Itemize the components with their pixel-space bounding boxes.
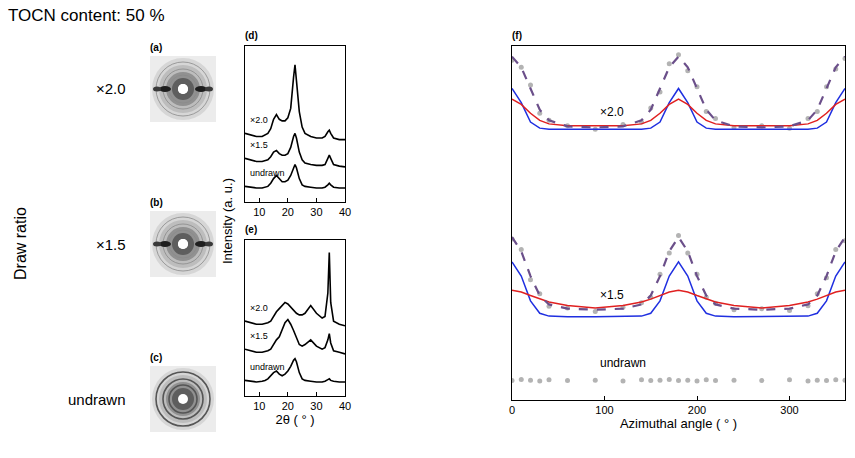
svg-text:40: 40 [339, 206, 351, 218]
svg-text:(b): (b) [150, 197, 163, 208]
svg-text:0: 0 [509, 404, 515, 416]
svg-text:(f): (f) [512, 30, 522, 41]
svg-text:200: 200 [688, 404, 706, 416]
svg-text:Intensity (a. u.): Intensity (a. u.) [220, 178, 235, 264]
svg-text:×2.0: ×2.0 [250, 303, 268, 313]
svg-text:40: 40 [339, 400, 351, 412]
svg-text:×1.5: ×1.5 [96, 236, 126, 253]
svg-text:(a): (a) [150, 42, 162, 53]
svg-text:20: 20 [282, 206, 294, 218]
svg-text:×1.5: ×1.5 [250, 140, 268, 150]
svg-text:2θ ( ° ): 2θ ( ° ) [275, 412, 314, 427]
svg-text:300: 300 [780, 404, 798, 416]
svg-text:10: 10 [253, 206, 265, 218]
svg-text:undrawn: undrawn [250, 362, 285, 372]
svg-text:×1.5: ×1.5 [600, 288, 624, 302]
svg-text:(c): (c) [150, 352, 162, 363]
svg-text:×1.5: ×1.5 [250, 331, 268, 341]
svg-text:(d): (d) [245, 30, 258, 41]
svg-text:TOCN content: 50 %: TOCN content: 50 % [8, 6, 165, 25]
svg-text:20: 20 [282, 400, 294, 412]
svg-text:×2.0: ×2.0 [600, 105, 624, 119]
svg-text:×2.0: ×2.0 [250, 115, 268, 125]
svg-text:Azimuthal angle ( ° ): Azimuthal angle ( ° ) [620, 416, 737, 431]
svg-text:30: 30 [310, 206, 322, 218]
svg-text:10: 10 [253, 400, 265, 412]
svg-text:undrawn: undrawn [68, 391, 126, 408]
svg-text:(e): (e) [245, 224, 257, 235]
svg-text:×2.0: ×2.0 [96, 80, 126, 97]
svg-text:undrawn: undrawn [600, 356, 646, 370]
svg-text:Draw ratio: Draw ratio [12, 207, 29, 280]
svg-text:undrawn: undrawn [250, 168, 285, 178]
svg-text:30: 30 [310, 400, 322, 412]
svg-text:100: 100 [595, 404, 613, 416]
